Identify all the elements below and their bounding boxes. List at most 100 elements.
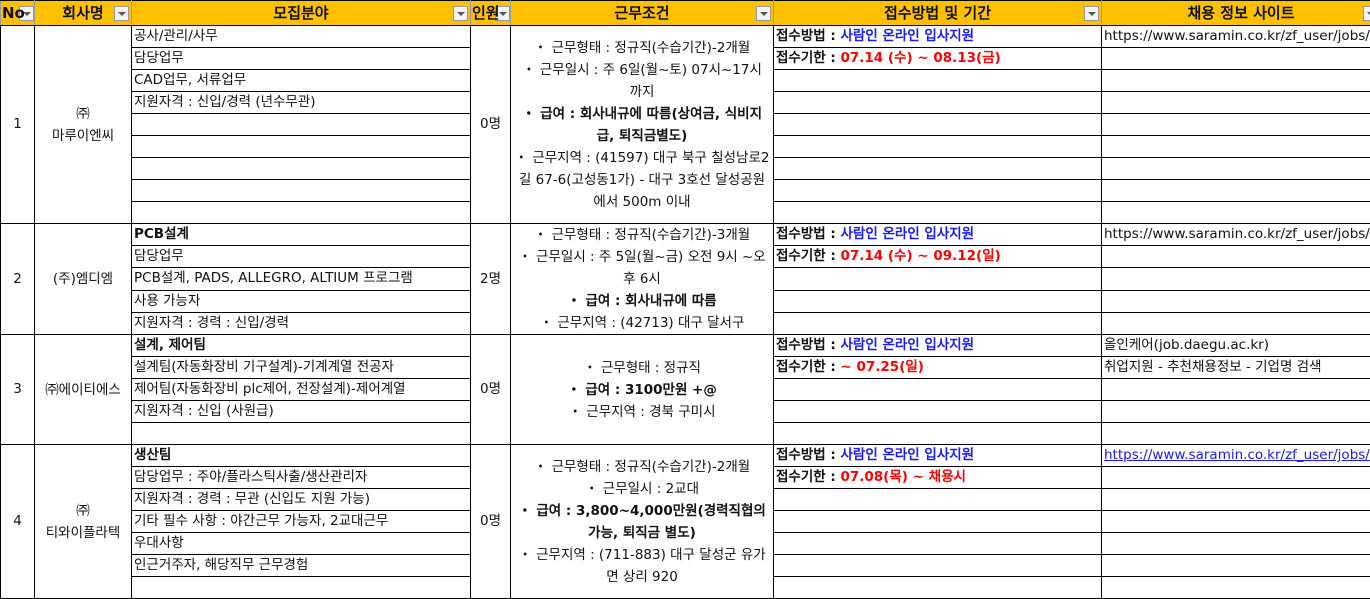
site-cell[interactable]	[1101, 179, 1370, 202]
work-conditions[interactable]: ・ 근무형태 : 정규직 ・ 급여 : 3100만원 +@ ・ 근무지역 : 경북 …	[510, 334, 774, 445]
site-cell[interactable]	[1101, 245, 1370, 269]
application-method[interactable]: 접수방법 : 사람인 온라인 입사지원	[773, 25, 1102, 48]
empty-cell[interactable]	[773, 113, 1102, 136]
filter-dropdown-icon[interactable]	[114, 6, 129, 21]
headcount[interactable]: 0명	[470, 334, 511, 445]
empty-cell[interactable]	[773, 400, 1102, 423]
site-cell[interactable]: 올인케어(job.daegu.ac.kr)	[1101, 334, 1370, 357]
empty-cell[interactable]	[773, 532, 1102, 555]
position-cell[interactable]	[131, 157, 471, 180]
site-cell[interactable]	[1101, 311, 1370, 336]
headcount[interactable]: 0명	[470, 444, 511, 599]
site-cell[interactable]: 취업지원 - 추천채용정보 - 기업명 검색	[1101, 356, 1370, 379]
position-cell[interactable]: 설계, 제어팀	[131, 334, 471, 357]
site-cell[interactable]	[1101, 576, 1370, 599]
position-cell[interactable]: 지원자격 : 경력 : 무관 (신입도 지원 가능)	[131, 488, 471, 511]
empty-cell[interactable]	[773, 135, 1102, 158]
headcount[interactable]: 2명	[470, 223, 511, 335]
application-method[interactable]: 접수방법 : 사람인 온라인 입사지원	[773, 444, 1102, 467]
site-cell[interactable]	[1101, 378, 1370, 401]
application-deadline[interactable]: 접수기한 : 07.14 (수) ~ 08.13(금)	[773, 47, 1102, 70]
application-method[interactable]: 접수방법 : 사람인 온라인 입사지원	[773, 222, 1102, 247]
row-number[interactable]: 4	[0, 444, 35, 599]
empty-cell[interactable]	[773, 378, 1102, 401]
empty-cell[interactable]	[773, 510, 1102, 533]
position-cell[interactable]: 담당업무	[131, 245, 471, 269]
headcount[interactable]: 0명	[470, 25, 511, 224]
position-cell[interactable]: 기타 필수 사항 : 야간근무 가능자, 2교대근무	[131, 510, 471, 533]
empty-cell[interactable]	[773, 157, 1102, 180]
site-cell[interactable]	[1101, 488, 1370, 511]
site-cell[interactable]	[1101, 400, 1370, 423]
empty-cell[interactable]	[773, 69, 1102, 92]
empty-cell[interactable]	[773, 267, 1102, 291]
position-cell[interactable]	[131, 422, 471, 445]
application-deadline[interactable]: 접수기한 : ~ 07.25(일)	[773, 356, 1102, 379]
company-name[interactable]: (주)엠디엠	[34, 223, 132, 335]
application-method[interactable]: 접수방법 : 사람인 온라인 입사지원	[773, 334, 1102, 357]
site-cell[interactable]	[1101, 47, 1370, 70]
site-cell[interactable]	[1101, 91, 1370, 114]
site-cell[interactable]	[1101, 267, 1370, 291]
empty-cell[interactable]	[773, 179, 1102, 202]
company-name[interactable]: ㈜에이티에스	[34, 334, 132, 445]
row-number[interactable]: 3	[0, 334, 35, 445]
site-cell[interactable]	[1101, 532, 1370, 555]
site-cell[interactable]	[1101, 113, 1370, 136]
site-cell[interactable]	[1101, 135, 1370, 158]
position-cell[interactable]	[131, 201, 471, 224]
company-name[interactable]: ㈜ 티와이플라텍	[34, 444, 132, 599]
site-cell[interactable]: https://www.saramin.co.kr/zf_user/jobs/	[1101, 25, 1370, 48]
position-cell[interactable]	[131, 135, 471, 158]
site-link[interactable]: https://www.saramin.co.kr/zf_user/jobs/	[1104, 447, 1370, 463]
empty-cell[interactable]	[773, 311, 1102, 336]
position-cell[interactable]: 지원자격 : 신입 (사원급)	[131, 400, 471, 423]
site-cell[interactable]	[1101, 157, 1370, 180]
site-cell[interactable]: https://www.saramin.co.kr/zf_user/jobs/	[1101, 222, 1370, 247]
empty-cell[interactable]	[773, 201, 1102, 224]
empty-cell[interactable]	[773, 422, 1102, 445]
site-cell[interactable]	[1101, 510, 1370, 533]
position-cell[interactable]: 지원자격 : 경력 : 신입/경력	[131, 311, 471, 336]
site-cell[interactable]	[1101, 289, 1370, 313]
position-cell[interactable]: 우대사항	[131, 532, 471, 555]
position-cell[interactable]: 생산팀	[131, 444, 471, 467]
row-number[interactable]: 2	[0, 223, 35, 335]
position-cell[interactable]: PCB설계, PADS, ALLEGRO, ALTIUM 프로그램	[131, 267, 471, 291]
empty-cell[interactable]	[773, 576, 1102, 599]
site-cell[interactable]	[1101, 554, 1370, 577]
site-cell[interactable]	[1101, 466, 1370, 489]
filter-dropdown-icon[interactable]	[1084, 6, 1099, 21]
position-cell[interactable]: 지원자격 : 신입/경력 (년수무관)	[131, 91, 471, 114]
site-cell[interactable]	[1101, 201, 1370, 224]
work-conditions[interactable]: ・ 근무형태 : 정규직(수습기간)-2개월 ・ 근무일시 : 2교대 ・ 급여 :…	[510, 444, 774, 599]
site-cell[interactable]	[1101, 422, 1370, 445]
empty-cell[interactable]	[773, 289, 1102, 313]
position-cell[interactable]	[131, 576, 471, 599]
filter-dropdown-icon[interactable]	[495, 6, 510, 21]
empty-cell[interactable]	[773, 554, 1102, 577]
row-number[interactable]: 1	[0, 25, 35, 224]
position-cell[interactable]: 담당업무	[131, 47, 471, 70]
company-name[interactable]: ㈜ 마루이엔씨	[34, 25, 132, 224]
filter-dropdown-icon[interactable]	[453, 6, 468, 21]
position-cell[interactable]: 제어팀(자동화장비 plc제어, 전장설계)-제어계열	[131, 378, 471, 401]
work-conditions[interactable]: ・ 근무형태 : 정규직(수습기간)-3개월 ・ 근무일시 : 주 5일(월~금)…	[510, 223, 774, 335]
position-cell[interactable]	[131, 113, 471, 136]
position-cell[interactable]: 공사/관리/사무	[131, 25, 471, 48]
filter-dropdown-icon[interactable]	[756, 6, 771, 21]
application-deadline[interactable]: 접수기한 : 07.08(목) ~ 채용시	[773, 466, 1102, 489]
filter-dropdown-icon[interactable]	[19, 6, 34, 21]
position-cell[interactable]: PCB설계	[131, 222, 471, 247]
position-cell[interactable]: 사용 가능자	[131, 289, 471, 313]
empty-cell[interactable]	[773, 91, 1102, 114]
site-cell[interactable]	[1101, 69, 1370, 92]
position-cell[interactable]: 설계팀(자동화장비 기구설계)-기계계열 전공자	[131, 356, 471, 379]
empty-cell[interactable]	[773, 488, 1102, 511]
work-conditions[interactable]: ・ 근무형태 : 정규직(수습기간)-2개월 ・ 근무일시 : 주 6일(월~토)…	[510, 25, 774, 224]
filter-dropdown-icon[interactable]	[1363, 6, 1370, 21]
position-cell[interactable]: CAD업무, 서류업무	[131, 69, 471, 92]
application-deadline[interactable]: 접수기한 : 07.14 (수) ~ 09.12(일)	[773, 245, 1102, 269]
position-cell[interactable]	[131, 179, 471, 202]
position-cell[interactable]: 인근거주자, 해당직무 근무경험	[131, 554, 471, 577]
